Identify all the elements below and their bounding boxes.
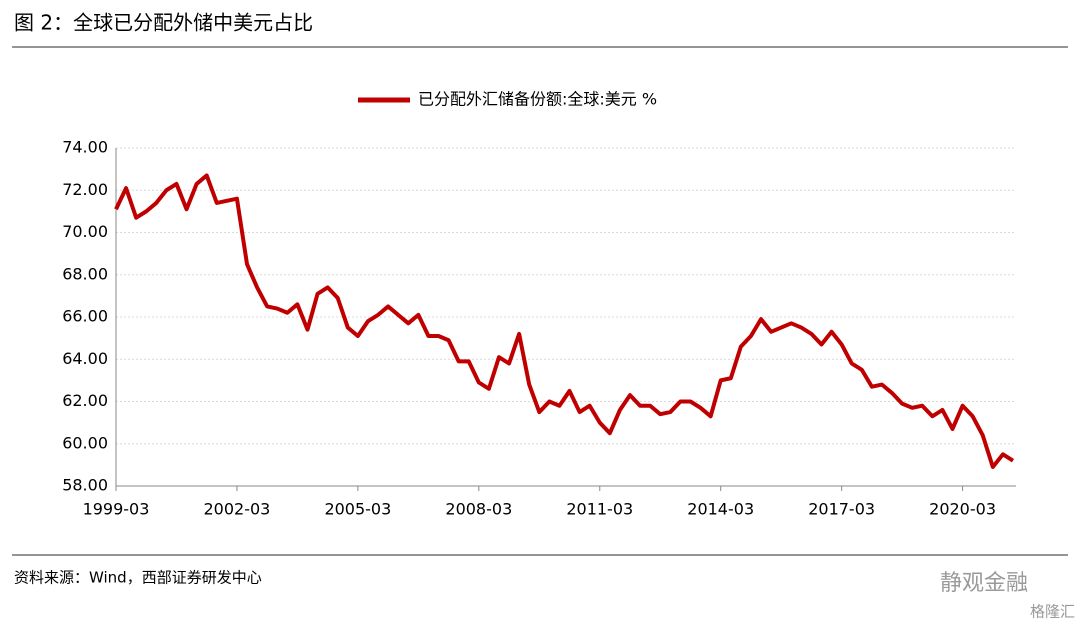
y-tick-label: 64.00: [62, 349, 108, 368]
x-tick-label: 2008-03: [445, 500, 512, 519]
data-line: [114, 173, 1015, 469]
y-tick-label: 74.00: [62, 138, 108, 157]
legend-label: 已分配外汇储备份额:全球:美元 %: [418, 90, 657, 109]
source: 资料来源：Wind，西部证券研发中心: [14, 569, 262, 587]
x-tick-label: 2011-03: [566, 500, 633, 519]
y-tick-label: 60.00: [62, 433, 108, 452]
x-tick-label: 1999-03: [83, 500, 150, 519]
y-tick-label: 66.00: [62, 307, 108, 326]
x-tick-label: 2020-03: [929, 500, 996, 519]
x-tick-label: 2005-03: [324, 500, 391, 519]
watermark: 静观金融: [940, 571, 1028, 596]
x-tick-label: 2002-03: [204, 500, 271, 519]
logo: 格隆汇: [1030, 603, 1075, 621]
x-tick-label: 2017-03: [808, 500, 875, 519]
y-tick-label: 70.00: [62, 222, 108, 241]
y-tick-label: 62.00: [62, 391, 108, 410]
x-tick-label: 2014-03: [687, 500, 754, 519]
y-tick-label: 58.00: [62, 476, 108, 495]
y-tick-label: 72.00: [62, 180, 108, 199]
y-tick-label: 68.00: [62, 264, 108, 283]
figure-title: 图 2：全球已分配外储中美元占比: [14, 11, 313, 35]
